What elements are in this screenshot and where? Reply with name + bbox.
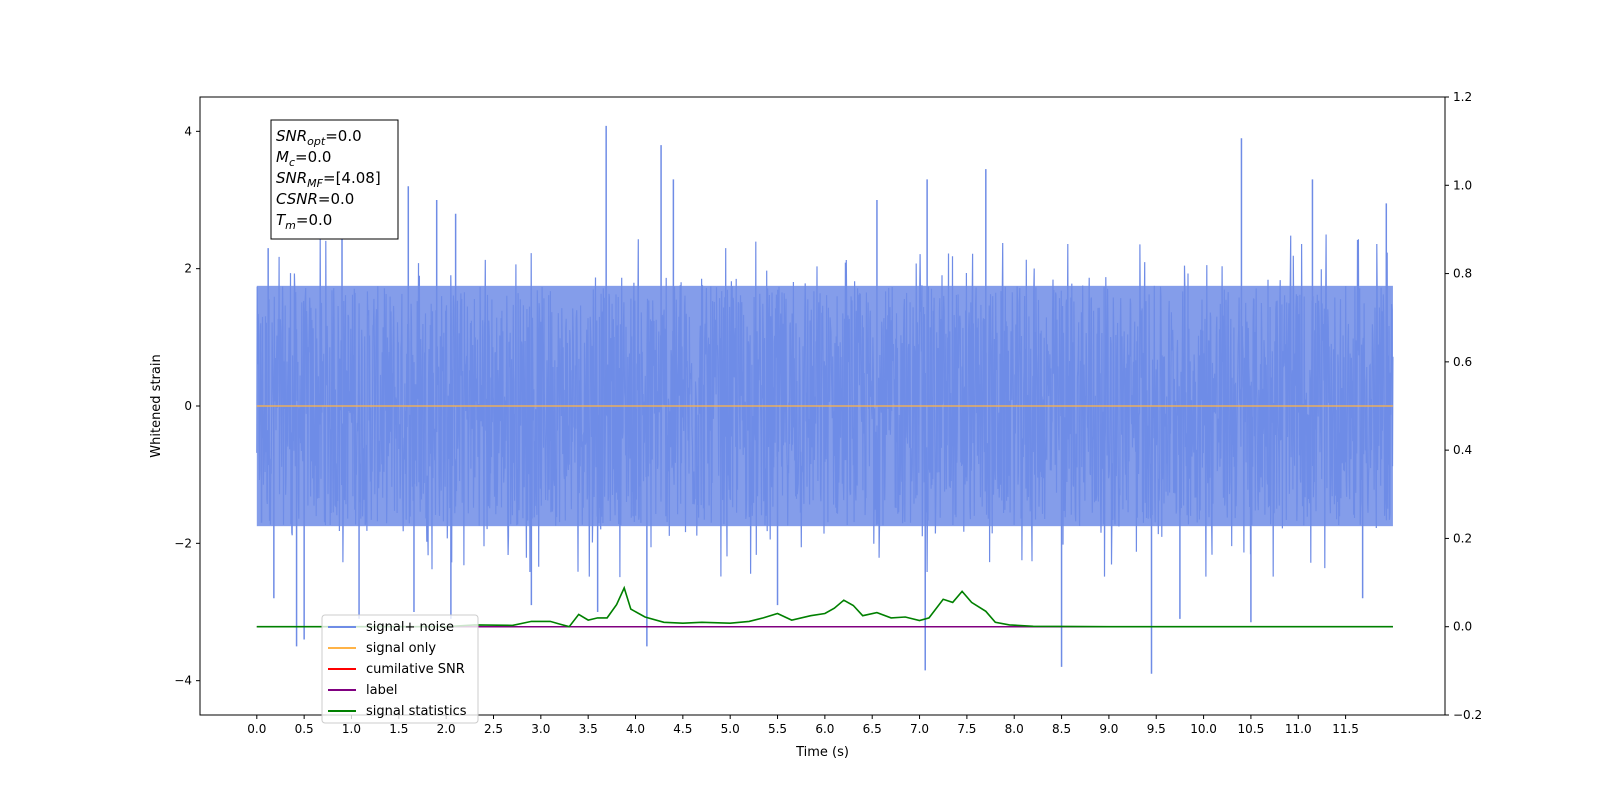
legend-entry-label: signal statistics (366, 704, 467, 719)
y2-tick-label: 1.2 (1453, 90, 1472, 104)
x-tick-label: 4.0 (626, 722, 645, 736)
x-tick-label: 11.0 (1285, 722, 1312, 736)
annotation-subscript: c (289, 156, 295, 169)
y-tick-label: 2 (184, 262, 192, 276)
x-tick-label: 0.0 (247, 722, 266, 736)
annotation-subscript: opt (307, 135, 326, 148)
annotation-line: SNRMF=[4.08] (276, 169, 381, 190)
annotation-symbol: M (276, 148, 289, 166)
annotation-value: =0.0 (296, 211, 332, 229)
x-tick-label: 5.5 (768, 722, 787, 736)
annotation-value: =[4.08] (323, 169, 381, 187)
y2-tick-label: 0.6 (1453, 355, 1472, 369)
annotation-line: Mc=0.0 (276, 148, 331, 169)
y2-tick-label: −0.2 (1453, 708, 1482, 722)
annotation-line: CSNR=0.0 (276, 190, 354, 208)
x-tick-label: 3.5 (579, 722, 598, 736)
x-tick-label: 2.0 (437, 722, 456, 736)
y-axis-right: 1.2 1.0 0.8 0.6 0.4 0.2 0.0 −0.2 (1445, 90, 1482, 722)
x-axis: 0.0 0.5 1.0 1.5 2.0 2.5 3.0 3.5 4.0 4.5 5.0 5.5 6.0 6… (247, 715, 1359, 736)
annotation-symbol: T (276, 211, 287, 229)
x-tick-label: 9.0 (1099, 722, 1118, 736)
y2-tick-label: 0.8 (1453, 267, 1472, 281)
legend-entry-label: signal only (366, 641, 436, 656)
annotation-subscript: m (285, 219, 296, 232)
annotation-line: Tm=0.0 (276, 211, 332, 232)
x-tick-label: 1.0 (342, 722, 361, 736)
y-axis-left: 4 2 0 −2 −4 (174, 124, 200, 688)
annotation-symbol: CSNR (276, 190, 318, 208)
x-axis-label: Time (s) (795, 745, 849, 760)
x-tick-label: 9.5 (1147, 722, 1166, 736)
x-tick-label: 10.5 (1238, 722, 1265, 736)
x-tick-label: 8.0 (1005, 722, 1024, 736)
x-tick-label: 6.0 (815, 722, 834, 736)
x-tick-label: 3.0 (531, 722, 550, 736)
annotation-symbol: SNR (276, 169, 307, 187)
x-tick-label: 2.5 (484, 722, 503, 736)
y2-tick-label: 0.4 (1453, 443, 1472, 457)
x-tick-label: 7.0 (910, 722, 929, 736)
legend-entry-label: label (366, 683, 397, 698)
x-tick-label: 11.5 (1332, 722, 1359, 736)
y-axis-label: Whitened strain (149, 354, 164, 457)
annotation-value: =0.0 (295, 148, 331, 166)
y-tick-label: −4 (174, 674, 192, 688)
x-tick-label: 10.0 (1190, 722, 1217, 736)
x-tick-label: 5.0 (721, 722, 740, 736)
x-tick-label: 8.5 (1052, 722, 1071, 736)
x-tick-label: 7.5 (957, 722, 976, 736)
legend-entry-label: signal+ noise (366, 620, 454, 635)
annotation-subscript: MF (307, 177, 323, 190)
x-tick-label: 4.5 (673, 722, 692, 736)
legend: signal+ noise signal only cumilative SNR la… (321, 614, 479, 724)
y2-tick-label: 0.0 (1453, 620, 1472, 634)
y2-tick-label: 0.2 (1453, 531, 1472, 545)
annotation-line: SNRopt=0.0 (276, 127, 362, 148)
x-tick-label: 0.5 (295, 722, 314, 736)
legend-entry-label: cumilative SNR (366, 662, 465, 677)
plot-area (256, 125, 1394, 674)
x-tick-label: 1.5 (389, 722, 408, 736)
x-tick-label: 6.5 (863, 722, 882, 736)
y-tick-label: 0 (184, 399, 192, 413)
annotation-box: SNRopt=0.0Mc=0.0SNRMF=[4.08]CSNR=0.0Tm=0… (270, 119, 399, 240)
y2-tick-label: 1.0 (1453, 178, 1472, 192)
annotation-frame (270, 119, 399, 240)
y-tick-label: 4 (184, 124, 192, 138)
legend-frame (321, 614, 479, 724)
annotation-value: =0.0 (318, 190, 354, 208)
annotation-symbol: SNR (276, 127, 307, 145)
y-tick-label: −2 (174, 536, 192, 550)
signal-statistics-line (256, 585, 1393, 628)
annotation-value: =0.0 (325, 127, 361, 145)
